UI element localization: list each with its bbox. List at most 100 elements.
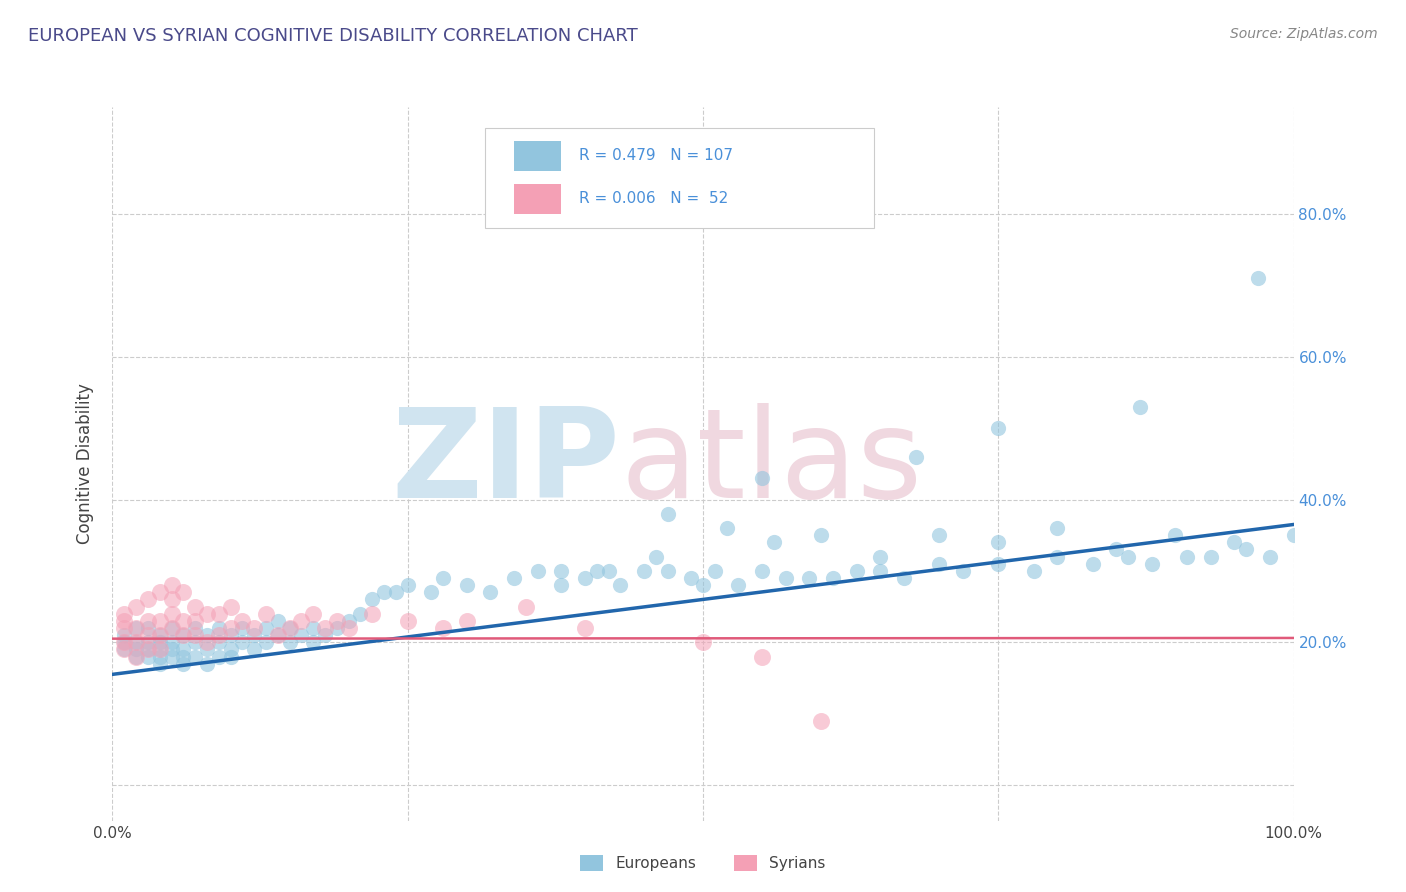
Text: R = 0.006   N =  52: R = 0.006 N = 52 <box>579 191 728 206</box>
Point <box>314 621 336 635</box>
Point <box>456 578 478 592</box>
Point <box>125 621 148 635</box>
Point <box>585 564 607 578</box>
Point <box>799 571 821 585</box>
Point <box>987 535 1010 549</box>
Point <box>149 614 172 628</box>
Point <box>278 635 301 649</box>
Y-axis label: Cognitive Disability: Cognitive Disability <box>76 384 94 544</box>
Point <box>267 614 290 628</box>
Point <box>172 649 194 664</box>
Point <box>1081 557 1104 571</box>
Point <box>231 635 253 649</box>
Point <box>219 628 242 642</box>
FancyBboxPatch shape <box>485 128 875 228</box>
Point <box>598 564 620 578</box>
Point <box>136 635 159 649</box>
Point <box>609 578 631 592</box>
Point <box>243 628 266 642</box>
Point <box>869 549 891 564</box>
Point <box>1046 521 1069 535</box>
Point <box>195 607 218 621</box>
Point <box>149 628 172 642</box>
Point <box>149 649 172 664</box>
Point <box>160 642 183 657</box>
Point <box>703 564 725 578</box>
Point <box>337 621 360 635</box>
Point <box>254 621 277 635</box>
Point <box>136 614 159 628</box>
Point <box>810 528 832 542</box>
Point <box>503 571 526 585</box>
Point <box>1258 549 1281 564</box>
Point <box>1116 549 1139 564</box>
Point <box>1129 400 1152 414</box>
Point <box>125 649 148 664</box>
Point <box>681 571 703 585</box>
Point <box>149 585 172 599</box>
Point <box>716 521 738 535</box>
Legend: Europeans, Syrians: Europeans, Syrians <box>574 849 832 877</box>
Point <box>644 549 666 564</box>
Point <box>550 564 572 578</box>
Point <box>125 635 148 649</box>
Point <box>302 635 325 649</box>
Point <box>125 599 148 614</box>
Point <box>432 571 454 585</box>
Bar <box>515 184 561 214</box>
Point <box>574 571 596 585</box>
Point <box>515 599 537 614</box>
Point <box>243 642 266 657</box>
Point <box>160 621 183 635</box>
Point <box>125 649 148 664</box>
Point <box>1282 528 1305 542</box>
Point <box>208 621 231 635</box>
Point <box>184 614 207 628</box>
Point <box>195 642 218 657</box>
Point <box>208 628 231 642</box>
Point <box>112 635 135 649</box>
Point <box>396 614 419 628</box>
Point <box>550 578 572 592</box>
Point <box>526 564 548 578</box>
Point <box>349 607 371 621</box>
Point <box>904 450 927 464</box>
Point <box>1247 271 1270 285</box>
Point <box>1223 535 1246 549</box>
Point <box>1175 549 1198 564</box>
Point <box>1022 564 1045 578</box>
Point <box>290 628 312 642</box>
Point <box>1234 542 1257 557</box>
Point <box>172 642 194 657</box>
Point <box>751 649 773 664</box>
Point <box>456 614 478 628</box>
Point <box>479 585 502 599</box>
Point <box>361 592 384 607</box>
Point <box>231 621 253 635</box>
Point <box>184 599 207 614</box>
Point <box>195 628 218 642</box>
Point <box>845 564 868 578</box>
Point <box>1140 557 1163 571</box>
Point <box>160 578 183 592</box>
Point <box>243 621 266 635</box>
Bar <box>515 141 561 171</box>
Point <box>125 642 148 657</box>
Point <box>952 564 974 578</box>
Point <box>1105 542 1128 557</box>
Point <box>396 578 419 592</box>
Point <box>184 649 207 664</box>
Point <box>112 607 135 621</box>
Point <box>208 635 231 649</box>
Point <box>149 642 172 657</box>
Point <box>987 557 1010 571</box>
Text: Source: ZipAtlas.com: Source: ZipAtlas.com <box>1230 27 1378 41</box>
Point <box>278 621 301 635</box>
Point <box>231 614 253 628</box>
Point <box>337 614 360 628</box>
Text: ZIP: ZIP <box>392 403 620 524</box>
Point <box>361 607 384 621</box>
Point <box>172 657 194 671</box>
Text: EUROPEAN VS SYRIAN COGNITIVE DISABILITY CORRELATION CHART: EUROPEAN VS SYRIAN COGNITIVE DISABILITY … <box>28 27 638 45</box>
Point <box>149 635 172 649</box>
